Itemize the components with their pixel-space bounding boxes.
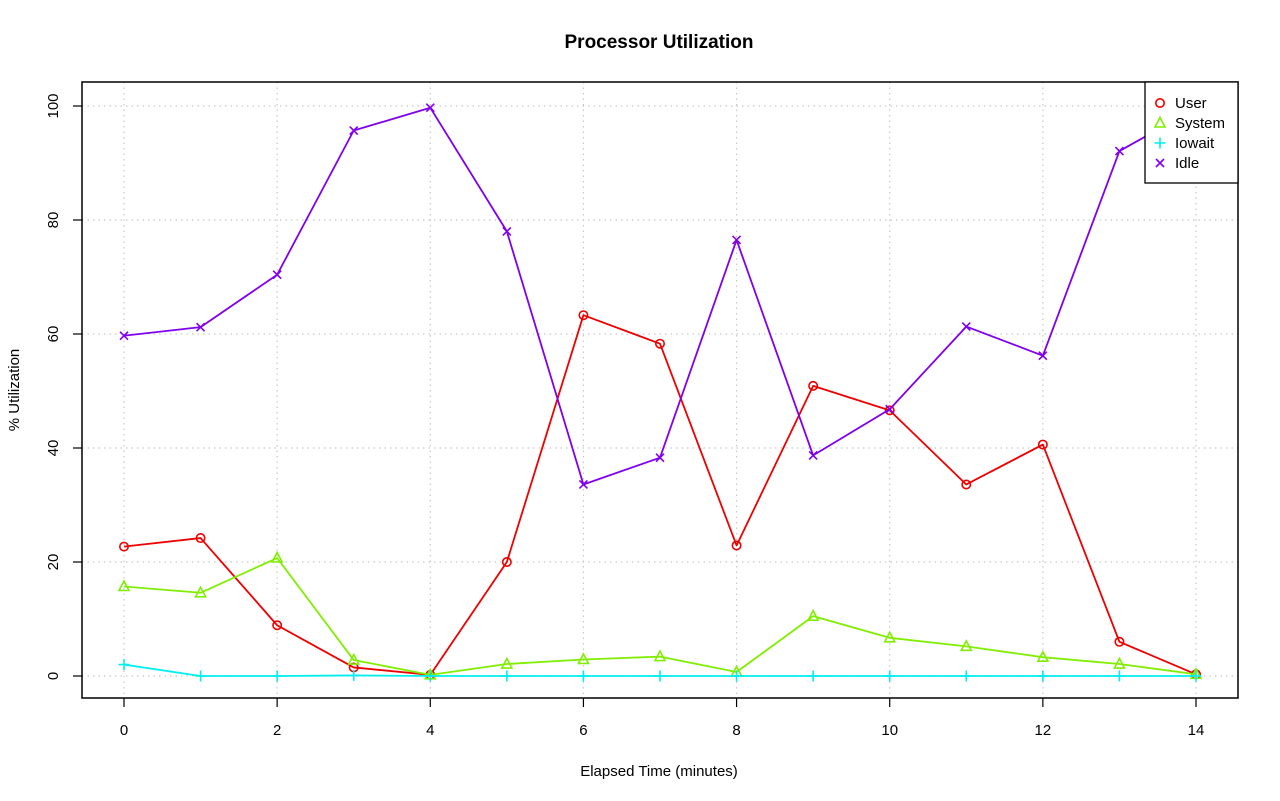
data-point-system	[577, 652, 590, 665]
data-point-idle	[808, 450, 818, 460]
legend-marker-idle	[1155, 158, 1165, 168]
x-tick-label: 12	[1035, 722, 1052, 739]
legend-marker-iowait	[1154, 137, 1166, 149]
legend-label-iowait: Iowait	[1175, 135, 1215, 152]
data-point-system	[653, 649, 667, 662]
y-tick-label: 60	[45, 326, 62, 343]
data-point-user	[808, 380, 819, 391]
data-point-system	[1036, 649, 1050, 662]
data-point-iowait	[1190, 670, 1202, 682]
data-point-iowait	[884, 670, 896, 682]
y-tick-label: 40	[45, 440, 62, 457]
x-tick-label: 8	[732, 722, 740, 739]
y-tick-label: 20	[45, 554, 62, 571]
data-point-idle	[349, 125, 359, 136]
data-point-system	[883, 630, 897, 643]
series-line-user	[123, 314, 1197, 676]
data-point-idle	[732, 235, 742, 245]
data-point-user	[578, 310, 589, 321]
data-point-user	[1114, 636, 1125, 647]
data-point-idle	[119, 331, 129, 341]
x-axis-label: Elapsed Time (minutes)	[580, 763, 738, 780]
x-tick-label: 0	[120, 722, 128, 739]
data-point-iowait	[577, 670, 589, 682]
data-point-system	[1113, 656, 1126, 669]
data-point-idle	[578, 479, 588, 490]
data-point-iowait	[424, 670, 436, 682]
x-tick-label: 2	[273, 722, 281, 739]
series-system	[117, 550, 1203, 680]
data-point-system	[347, 652, 361, 665]
data-point-user	[961, 479, 972, 490]
data-point-idle	[196, 322, 206, 332]
data-point-user	[1037, 439, 1048, 450]
data-point-iowait	[731, 670, 743, 682]
data-point-user	[195, 533, 206, 544]
data-point-iowait	[654, 670, 666, 682]
legend-marker-system	[1153, 115, 1167, 128]
data-point-system	[500, 656, 514, 669]
data-point-idle	[961, 322, 971, 332]
data-point-idle	[1114, 146, 1124, 156]
data-point-system	[194, 585, 207, 598]
grid	[82, 82, 1238, 698]
series-iowait	[118, 659, 1202, 682]
legend-label-system: System	[1175, 115, 1225, 132]
data-point-idle	[885, 404, 895, 414]
series-line-idle	[123, 106, 1197, 486]
y-tick-label: 100	[45, 93, 62, 118]
legend-marker-user	[1155, 98, 1166, 109]
axes: 0 2 4 6 8 10 12 14 0 20 40 60 80 100	[45, 93, 1204, 739]
y-tick-label: 0	[45, 672, 62, 680]
legend: User System Iowait Idle	[1144, 81, 1239, 184]
data-point-idle	[272, 270, 282, 280]
data-point-idle	[655, 453, 665, 463]
series-idle	[119, 103, 1201, 490]
x-tick-label: 10	[881, 722, 898, 739]
data-point-user	[501, 556, 512, 567]
data-point-idle	[425, 103, 435, 113]
legend-label-idle: Idle	[1175, 155, 1199, 172]
data-point-system	[806, 608, 820, 621]
data-point-system	[117, 579, 131, 592]
data-point-iowait	[807, 670, 819, 682]
data-point-idle	[1038, 351, 1048, 361]
data-point-iowait	[1037, 670, 1049, 682]
data-point-system	[959, 639, 973, 652]
data-point-iowait	[118, 659, 130, 671]
chart-title: Processor Utilization	[565, 32, 754, 53]
x-tick-label: 4	[426, 722, 434, 739]
data-point-user	[884, 405, 895, 416]
data-point-user	[119, 541, 130, 552]
data-point-user	[272, 620, 283, 631]
data-point-user	[731, 540, 742, 551]
data-point-system	[270, 550, 284, 563]
series-user	[119, 310, 1202, 680]
data-point-iowait	[271, 670, 283, 682]
series-lines	[117, 103, 1203, 682]
data-point-iowait	[501, 670, 513, 682]
data-point-iowait	[960, 670, 972, 682]
data-point-iowait	[348, 669, 360, 681]
data-point-idle	[502, 226, 512, 236]
y-tick-label: 80	[45, 212, 62, 229]
data-point-user	[654, 338, 665, 349]
y-axis-label: % Utilization	[6, 349, 23, 432]
series-line-system	[123, 557, 1197, 676]
x-tick-label: 14	[1188, 722, 1205, 739]
data-point-iowait	[1113, 670, 1125, 682]
legend-label-user: User	[1175, 95, 1207, 112]
plot-frame	[81, 81, 1239, 699]
x-tick-label: 6	[579, 722, 587, 739]
data-point-iowait	[195, 670, 207, 682]
